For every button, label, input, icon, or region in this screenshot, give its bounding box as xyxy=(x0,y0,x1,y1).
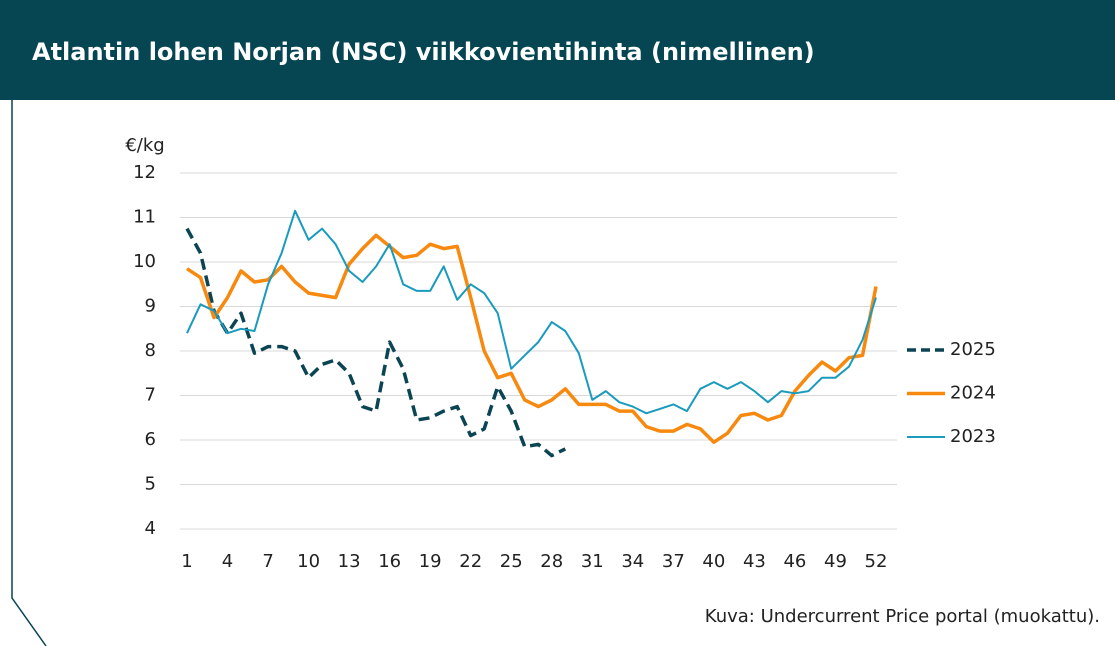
x-tick-label: 28 xyxy=(540,551,563,572)
legend-label: 2024 xyxy=(950,383,996,404)
x-tick-label: 25 xyxy=(500,551,523,572)
decor-line xyxy=(11,100,47,646)
header-band xyxy=(0,0,1115,100)
x-tick-label: 40 xyxy=(702,551,725,572)
legend-label: 2023 xyxy=(950,426,996,447)
y-tick-label: 10 xyxy=(133,251,156,272)
x-tick-label: 31 xyxy=(581,551,604,572)
x-tick-label: 10 xyxy=(297,551,320,572)
x-tick-label: 7 xyxy=(262,551,273,572)
series-line xyxy=(185,227,567,458)
series-line xyxy=(186,209,877,415)
y-tick-label: 5 xyxy=(145,474,156,495)
x-tick-label: 46 xyxy=(783,551,806,572)
x-tick-label: 19 xyxy=(419,551,442,572)
x-tick-label: 1 xyxy=(181,551,192,572)
x-tick-label: 13 xyxy=(338,551,361,572)
x-tick-label: 49 xyxy=(824,551,847,572)
y-tick-label: 9 xyxy=(145,296,156,317)
caption: Kuva: Undercurrent Price portal (muokatt… xyxy=(705,606,1100,627)
chart-title: Atlantin lohen Norjan (NSC) viikkovienti… xyxy=(32,38,815,66)
legend-label: 2025 xyxy=(950,339,996,360)
x-tick-label: 52 xyxy=(865,551,888,572)
y-axis-label: €/kg xyxy=(125,135,164,156)
x-tick-label: 16 xyxy=(378,551,401,572)
series-line xyxy=(186,233,878,444)
y-tick-label: 6 xyxy=(145,429,156,450)
y-tick-label: 8 xyxy=(145,340,156,361)
y-tick-label: 11 xyxy=(133,207,156,228)
x-tick-label: 37 xyxy=(662,551,685,572)
x-tick-label: 22 xyxy=(459,551,482,572)
x-tick-label: 4 xyxy=(222,551,233,572)
y-tick-label: 12 xyxy=(133,162,156,183)
y-tick-label: 4 xyxy=(145,518,156,539)
y-tick-label: 7 xyxy=(145,385,156,406)
x-tick-label: 43 xyxy=(743,551,766,572)
x-tick-label: 34 xyxy=(621,551,644,572)
